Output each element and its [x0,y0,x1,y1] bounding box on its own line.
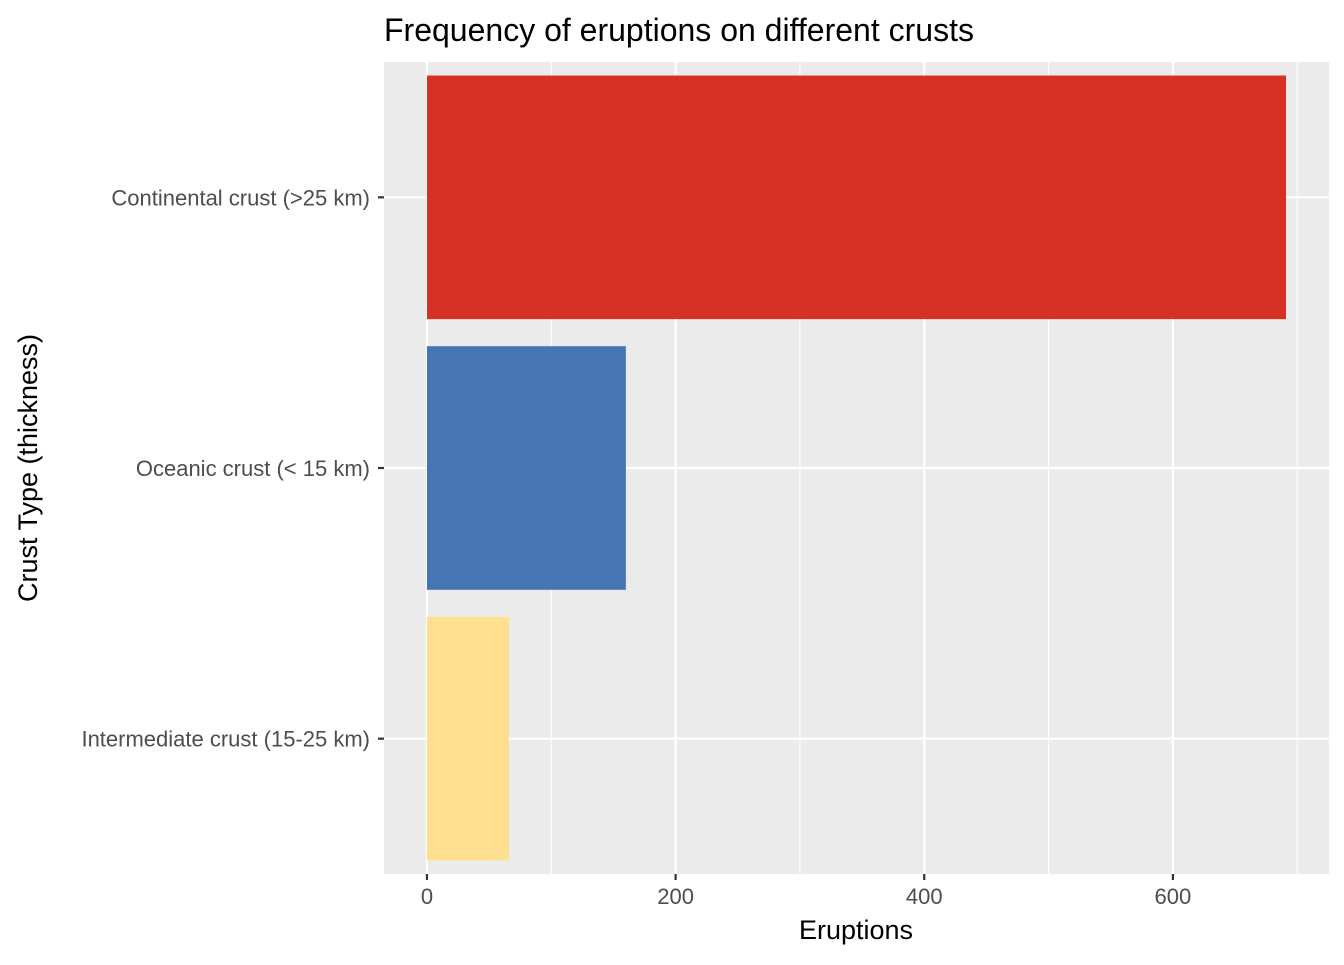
bar [426,75,1287,320]
y-tick-label: Continental crust (>25 km) [111,185,370,210]
y-axis-title: Crust Type (thickness) [13,334,43,602]
x-axis-title: Eruptions [799,915,913,945]
y-axis: Continental crust (>25 km) Oceanic crust … [81,185,384,752]
x-tick-label: 200 [657,884,694,909]
x-tick-label: 600 [1155,884,1192,909]
y-tick-label: Oceanic crust (< 15 km) [136,456,370,481]
y-tick-label: Intermediate crust (15-25 km) [81,727,370,752]
chart-title: Frequency of eruptions on different crus… [384,12,974,48]
x-axis: 0 200 400 600 [421,874,1191,909]
bars [426,75,1287,861]
x-tick-label: 0 [421,884,433,909]
bar [426,346,626,590]
bar [426,616,510,861]
x-tick-label: 400 [906,884,943,909]
